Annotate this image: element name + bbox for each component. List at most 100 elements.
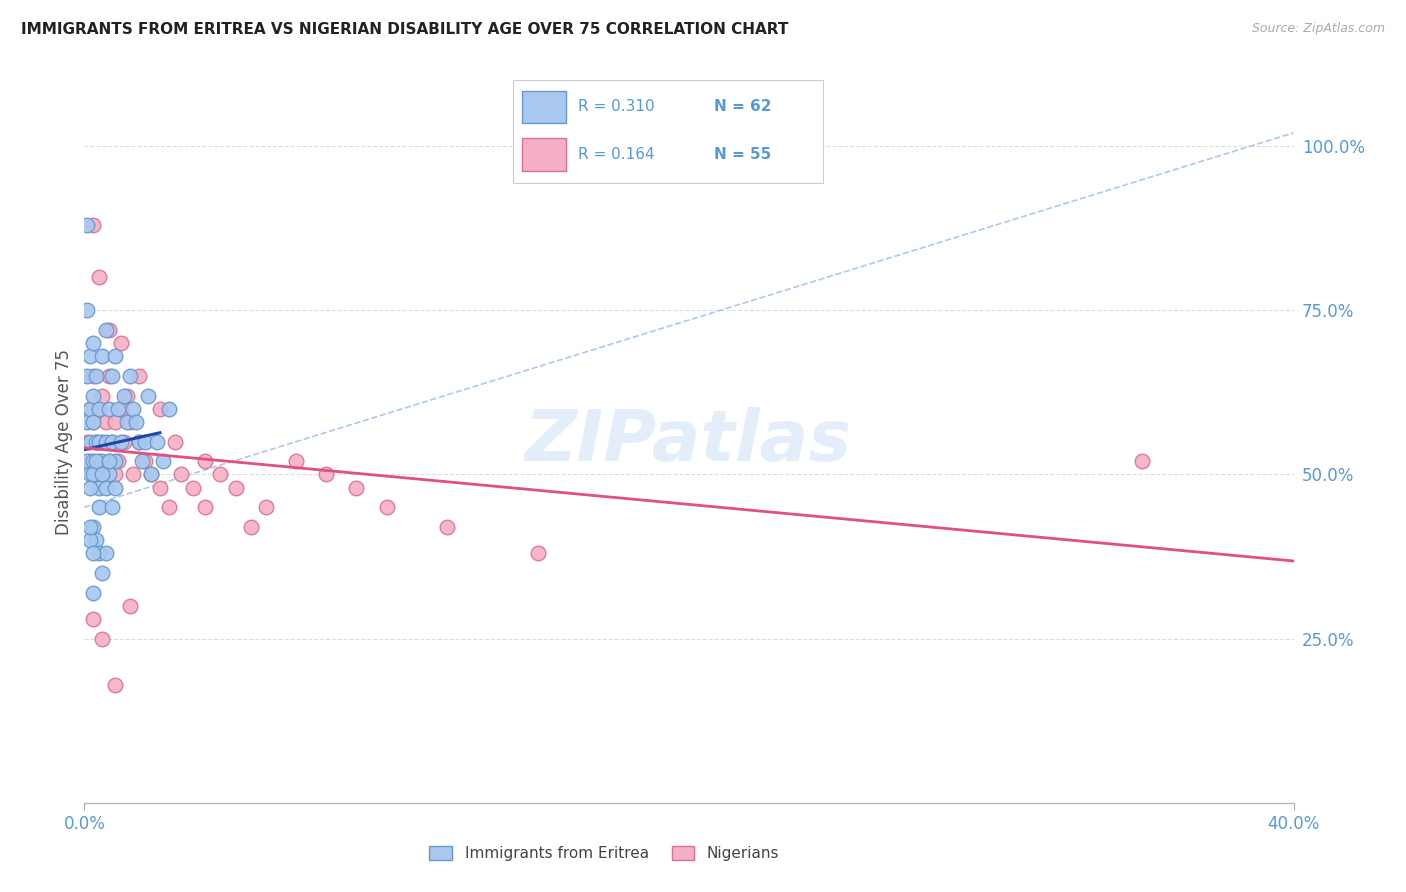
Point [86, 434, 108, 449]
Point [104, 415, 127, 429]
Point [91, 349, 114, 363]
Point [82, 585, 104, 599]
FancyBboxPatch shape [523, 91, 565, 123]
Point [128, 368, 150, 383]
Point [79, 401, 101, 416]
Point [91, 388, 114, 402]
Text: N = 55: N = 55 [714, 146, 772, 161]
Point [118, 415, 141, 429]
Point [89, 270, 111, 285]
Point [115, 388, 138, 402]
Point [315, 467, 337, 482]
Point [149, 401, 172, 416]
Point [239, 520, 262, 534]
Point [209, 467, 232, 482]
Point [89, 401, 111, 416]
Point [94, 481, 117, 495]
Point [149, 481, 172, 495]
Point [104, 481, 127, 495]
Text: N = 62: N = 62 [714, 99, 772, 114]
Point [76, 368, 98, 383]
Point [79, 434, 101, 449]
Point [79, 533, 101, 547]
Point [89, 434, 111, 449]
Point [89, 454, 111, 468]
Point [82, 218, 104, 232]
Point [97, 454, 120, 468]
Point [79, 481, 101, 495]
Point [100, 434, 122, 449]
Point [79, 520, 101, 534]
Point [107, 454, 129, 468]
Point [115, 415, 138, 429]
Point [82, 454, 104, 468]
Point [91, 566, 114, 580]
Legend: Immigrants from Eritrea, Nigerians: Immigrants from Eritrea, Nigerians [423, 840, 786, 867]
Point [79, 349, 101, 363]
Point [134, 434, 156, 449]
Point [165, 434, 187, 449]
Point [254, 500, 277, 515]
Point [82, 368, 104, 383]
Text: R = 0.310: R = 0.310 [578, 99, 655, 114]
Point [121, 401, 143, 416]
Point [82, 336, 104, 351]
Point [152, 454, 174, 468]
Point [121, 467, 143, 482]
Point [79, 454, 101, 468]
Point [86, 467, 108, 482]
Point [97, 454, 120, 468]
Point [91, 454, 114, 468]
Point [94, 434, 117, 449]
Point [104, 349, 127, 363]
Point [118, 599, 141, 613]
Point [82, 520, 104, 534]
Point [86, 454, 108, 468]
Point [91, 632, 114, 646]
Point [94, 467, 117, 482]
Point [170, 467, 193, 482]
Point [110, 336, 132, 351]
Point [1130, 454, 1153, 468]
Point [82, 467, 104, 482]
Point [107, 401, 129, 416]
Point [100, 368, 122, 383]
Point [118, 368, 141, 383]
Point [128, 434, 150, 449]
Text: Source: ZipAtlas.com: Source: ZipAtlas.com [1251, 22, 1385, 36]
Point [91, 434, 114, 449]
Point [94, 323, 117, 337]
Point [125, 415, 148, 429]
Point [136, 388, 159, 402]
Point [131, 454, 153, 468]
Point [76, 454, 98, 468]
Point [82, 415, 104, 429]
Point [346, 481, 368, 495]
Point [89, 546, 111, 560]
Point [97, 401, 120, 416]
Point [86, 434, 108, 449]
Point [76, 434, 98, 449]
FancyBboxPatch shape [523, 137, 565, 170]
Point [104, 454, 127, 468]
Point [89, 500, 111, 515]
Point [104, 677, 127, 691]
Point [112, 434, 135, 449]
Point [97, 467, 120, 482]
Point [76, 218, 98, 232]
Point [436, 520, 458, 534]
Point [527, 546, 550, 560]
Point [157, 401, 180, 416]
Point [157, 500, 180, 515]
Point [89, 401, 111, 416]
Point [89, 481, 111, 495]
Point [86, 368, 108, 383]
Point [285, 454, 308, 468]
Point [94, 415, 117, 429]
Point [104, 467, 127, 482]
Point [375, 500, 398, 515]
Point [100, 500, 122, 515]
Point [100, 434, 122, 449]
Point [86, 467, 108, 482]
Point [94, 546, 117, 560]
